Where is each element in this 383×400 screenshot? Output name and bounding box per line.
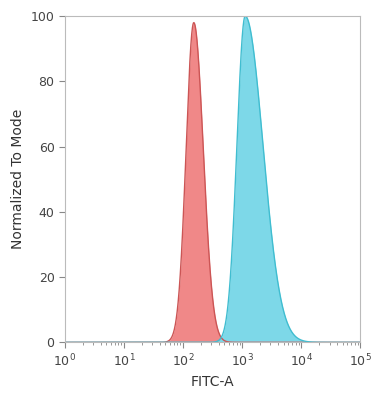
X-axis label: FITC-A: FITC-A — [191, 375, 234, 389]
Y-axis label: Normalized To Mode: Normalized To Mode — [11, 109, 25, 249]
